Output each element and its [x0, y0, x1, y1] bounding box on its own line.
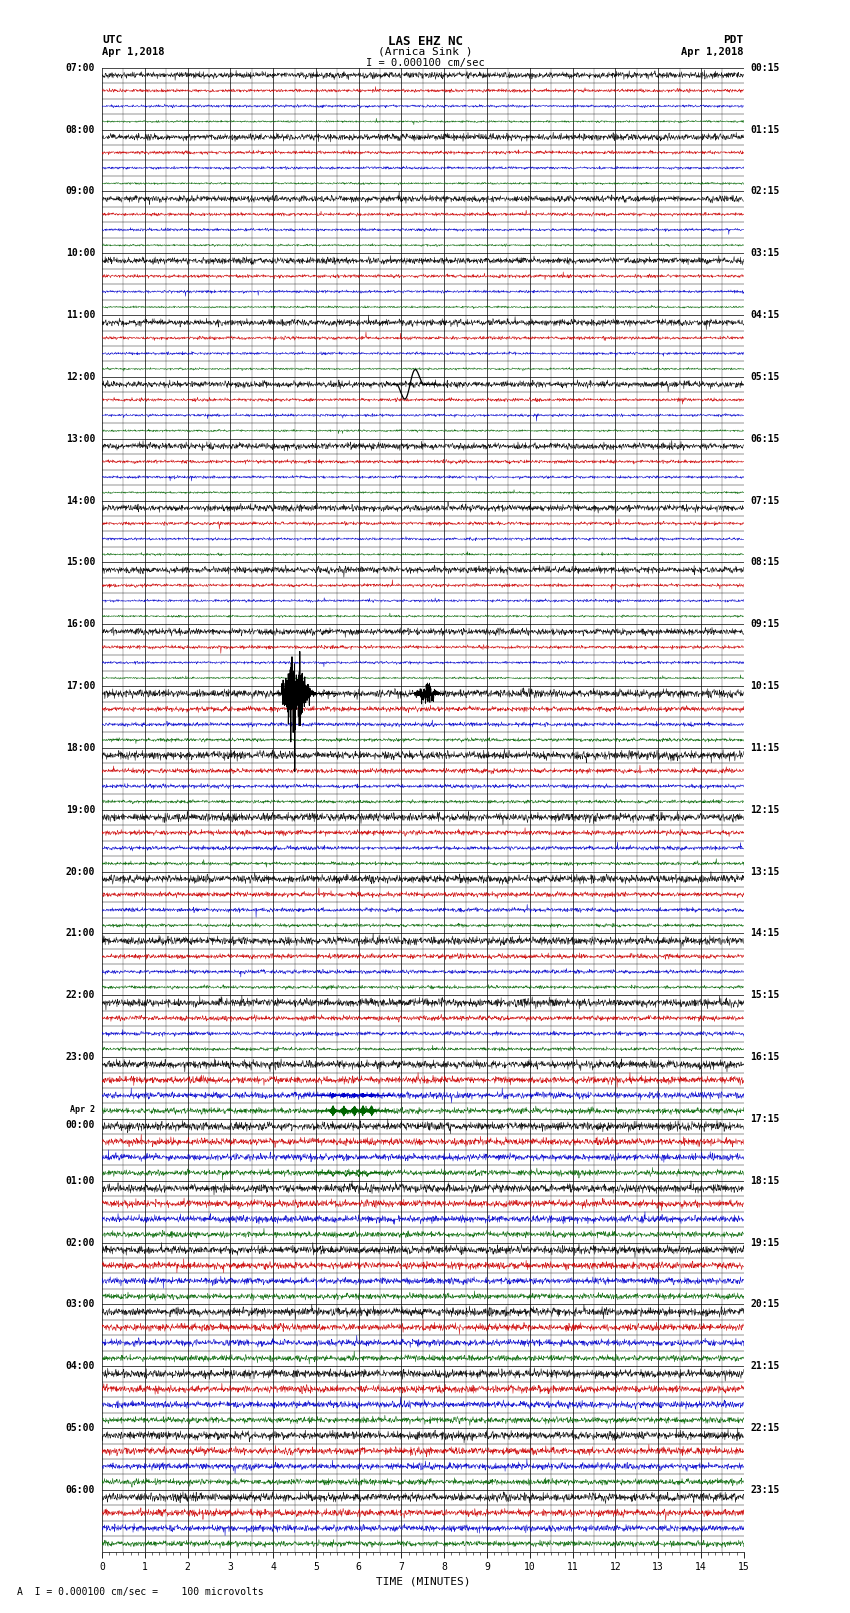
Text: 03:00: 03:00	[65, 1300, 95, 1310]
Text: 23:00: 23:00	[65, 1052, 95, 1061]
Text: 09:00: 09:00	[65, 187, 95, 197]
Text: 00:00: 00:00	[65, 1121, 95, 1131]
Text: 20:15: 20:15	[751, 1300, 780, 1310]
Text: 02:15: 02:15	[751, 187, 780, 197]
Text: 10:00: 10:00	[65, 248, 95, 258]
X-axis label: TIME (MINUTES): TIME (MINUTES)	[376, 1576, 470, 1586]
Text: 19:15: 19:15	[751, 1237, 780, 1247]
Text: 13:00: 13:00	[65, 434, 95, 444]
Text: 14:00: 14:00	[65, 495, 95, 505]
Text: LAS EHZ NC: LAS EHZ NC	[388, 35, 462, 48]
Text: 05:15: 05:15	[751, 373, 780, 382]
Text: 08:15: 08:15	[751, 558, 780, 568]
Text: 12:00: 12:00	[65, 373, 95, 382]
Text: 03:15: 03:15	[751, 248, 780, 258]
Text: (Arnica Sink ): (Arnica Sink )	[377, 47, 473, 56]
Text: 17:00: 17:00	[65, 681, 95, 690]
Text: 07:15: 07:15	[751, 495, 780, 505]
Text: 21:15: 21:15	[751, 1361, 780, 1371]
Text: 04:15: 04:15	[751, 310, 780, 319]
Text: 01:00: 01:00	[65, 1176, 95, 1186]
Text: 00:15: 00:15	[751, 63, 780, 73]
Text: 14:15: 14:15	[751, 929, 780, 939]
Text: 08:00: 08:00	[65, 124, 95, 134]
Text: 01:15: 01:15	[751, 124, 780, 134]
Text: 16:00: 16:00	[65, 619, 95, 629]
Text: 16:15: 16:15	[751, 1052, 780, 1061]
Text: I = 0.000100 cm/sec: I = 0.000100 cm/sec	[366, 58, 484, 68]
Text: PDT: PDT	[723, 35, 744, 45]
Text: 05:00: 05:00	[65, 1423, 95, 1432]
Text: 13:15: 13:15	[751, 866, 780, 876]
Text: Apr 1,2018: Apr 1,2018	[681, 47, 744, 56]
Text: 10:15: 10:15	[751, 681, 780, 690]
Text: A  I = 0.000100 cm/sec =    100 microvolts: A I = 0.000100 cm/sec = 100 microvolts	[17, 1587, 264, 1597]
Text: 12:15: 12:15	[751, 805, 780, 815]
Text: 04:00: 04:00	[65, 1361, 95, 1371]
Text: 23:15: 23:15	[751, 1486, 780, 1495]
Text: 22:15: 22:15	[751, 1423, 780, 1432]
Text: 15:00: 15:00	[65, 558, 95, 568]
Text: 17:15: 17:15	[751, 1115, 780, 1124]
Text: 02:00: 02:00	[65, 1237, 95, 1247]
Text: 11:15: 11:15	[751, 744, 780, 753]
Text: 21:00: 21:00	[65, 929, 95, 939]
Text: 09:15: 09:15	[751, 619, 780, 629]
Text: 20:00: 20:00	[65, 866, 95, 876]
Text: 19:00: 19:00	[65, 805, 95, 815]
Text: 18:00: 18:00	[65, 744, 95, 753]
Text: 22:00: 22:00	[65, 990, 95, 1000]
Text: 18:15: 18:15	[751, 1176, 780, 1186]
Text: Apr 1,2018: Apr 1,2018	[102, 47, 165, 56]
Text: 06:15: 06:15	[751, 434, 780, 444]
Text: 11:00: 11:00	[65, 310, 95, 319]
Text: Apr 2: Apr 2	[71, 1105, 95, 1115]
Text: 07:00: 07:00	[65, 63, 95, 73]
Text: 06:00: 06:00	[65, 1486, 95, 1495]
Text: 15:15: 15:15	[751, 990, 780, 1000]
Text: UTC: UTC	[102, 35, 122, 45]
